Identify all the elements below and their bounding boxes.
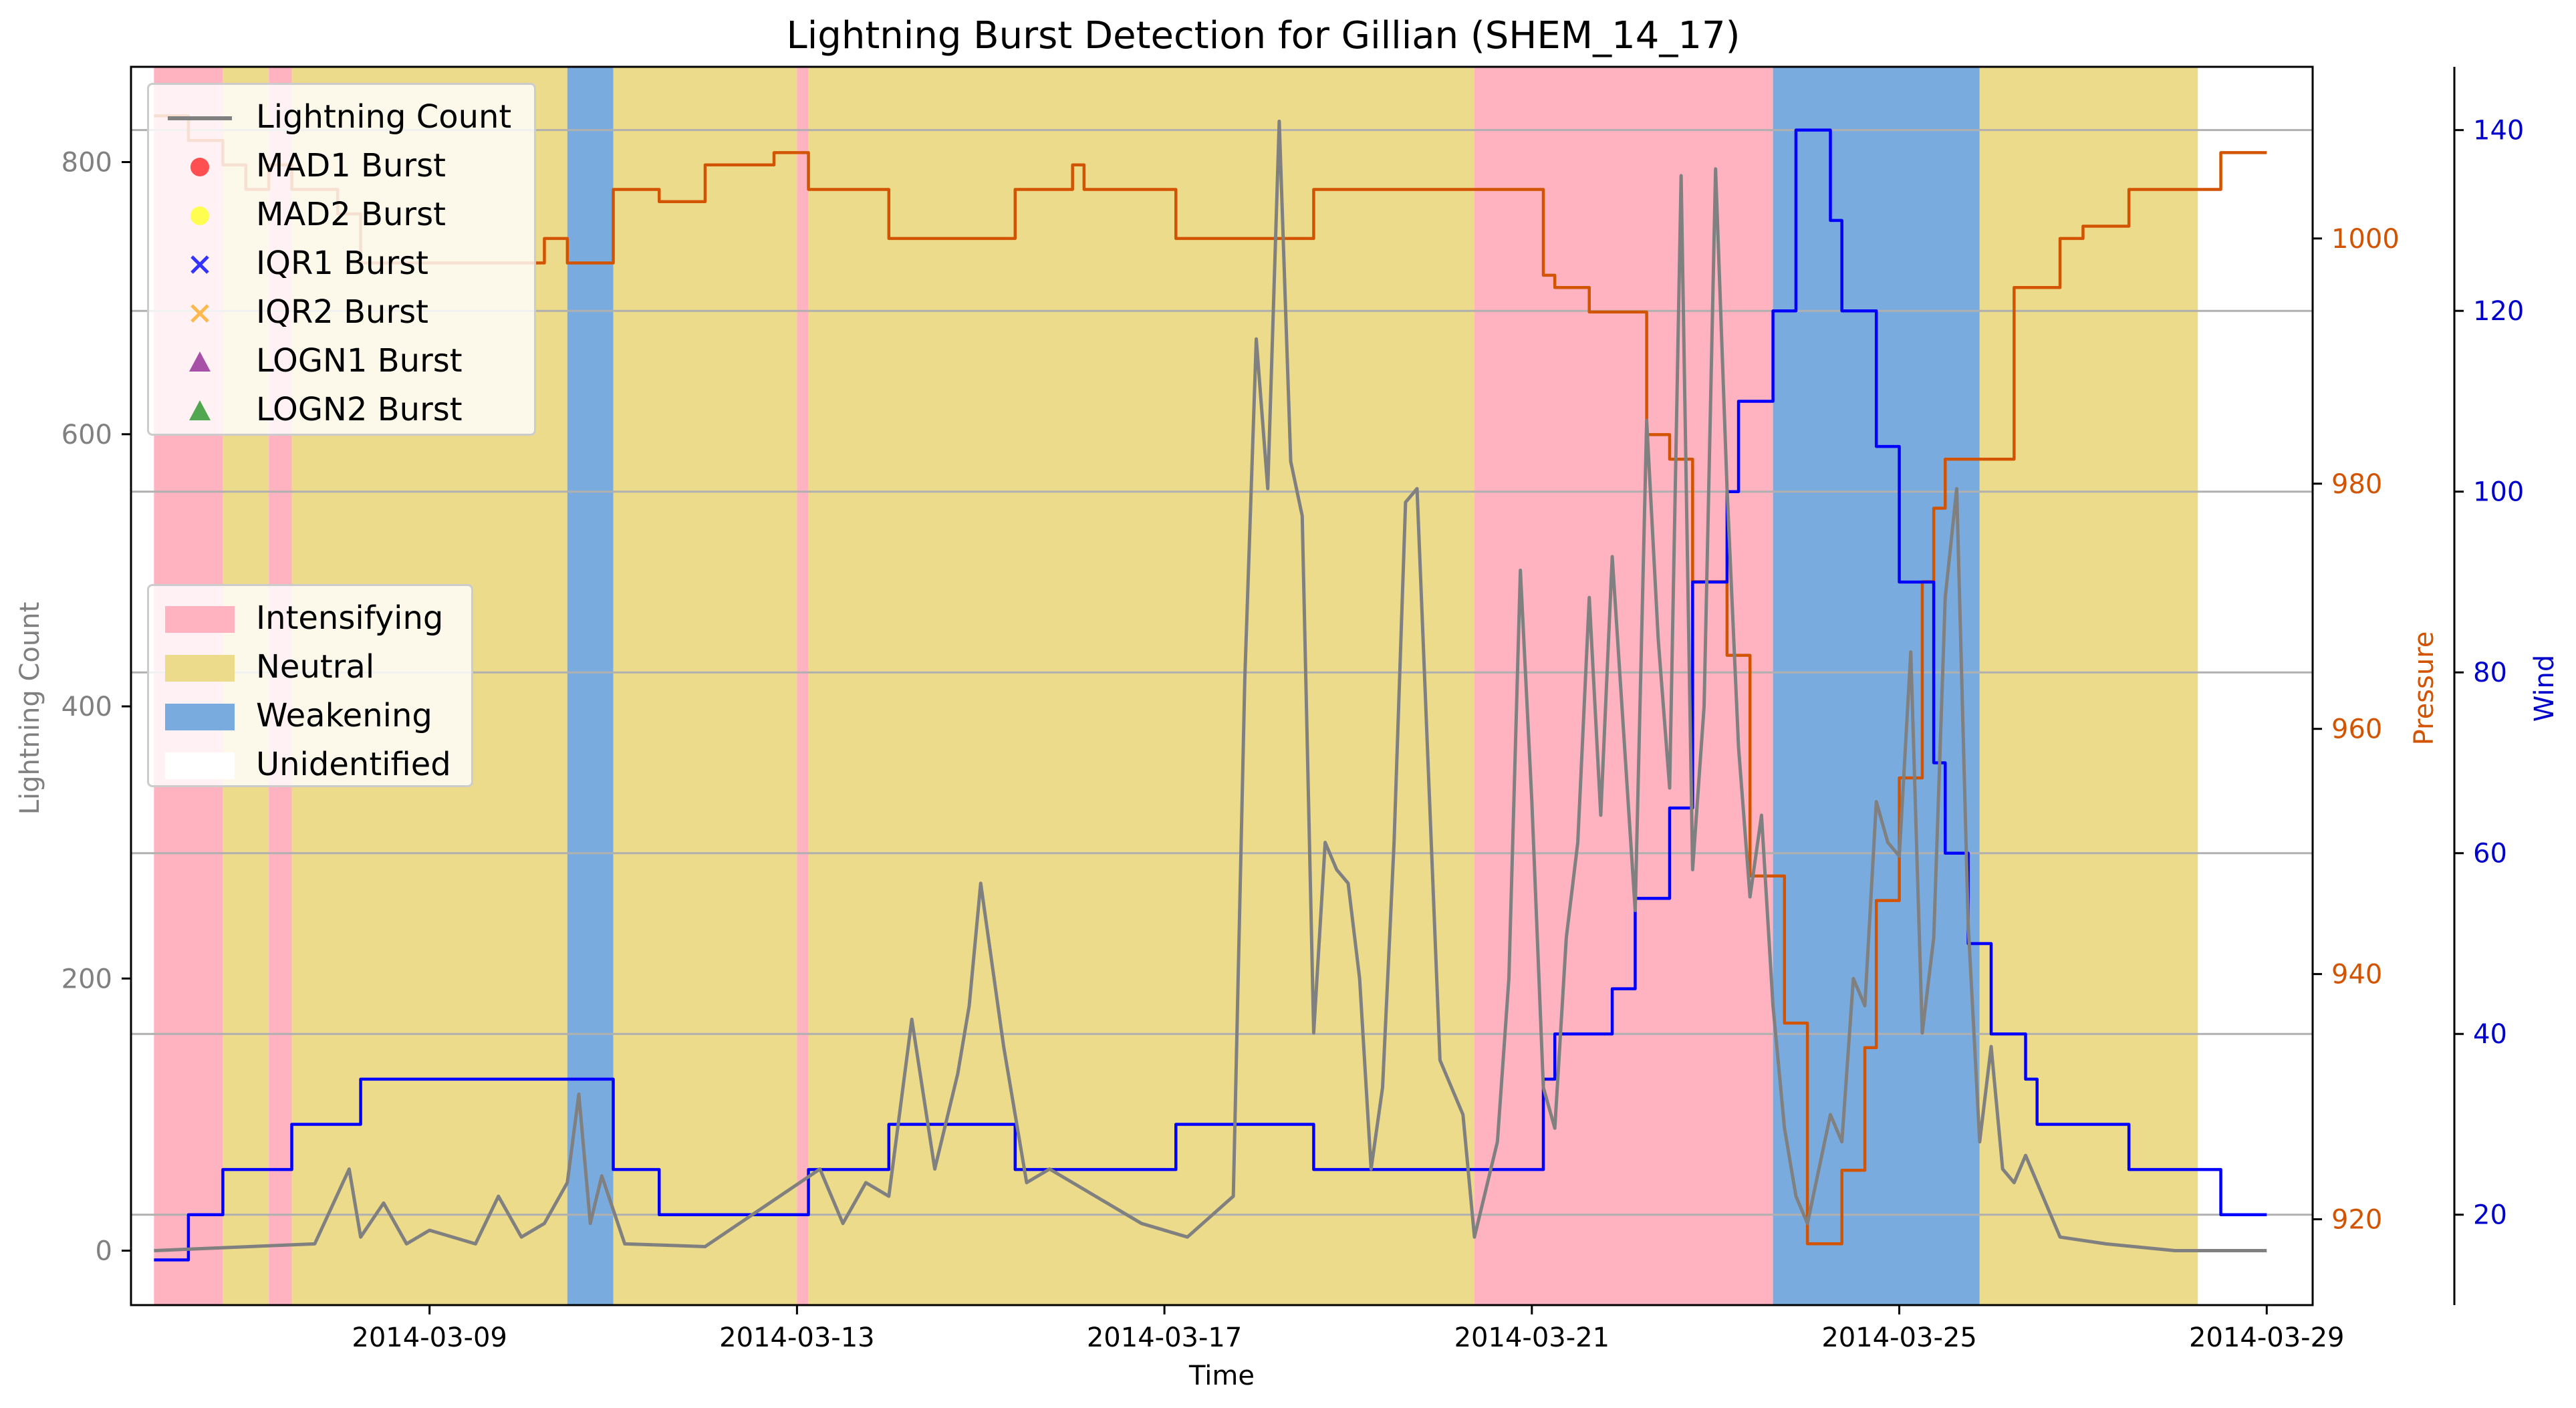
legend-key	[165, 94, 239, 150]
legend-key	[165, 192, 239, 248]
left-tick-label: 200	[61, 964, 112, 994]
legend-label: Lightning Count	[256, 98, 512, 136]
legend-key	[165, 704, 235, 730]
wind-tick-label: 20	[2473, 1200, 2507, 1231]
legend-label: Weakening	[256, 697, 432, 734]
legend-entry: Lightning Count	[149, 94, 534, 142]
legend-entry: Weakening	[149, 693, 471, 741]
phase-band-intensifying	[797, 67, 809, 1305]
legend-label: LOGN1 Burst	[256, 342, 463, 380]
phase-band-neutral	[1979, 67, 2198, 1305]
plot-frame	[130, 65, 2314, 1306]
x-tick-label: 2014-03-25	[1821, 1322, 1976, 1353]
chart-title: Lightning Burst Detection for Gillian (S…	[787, 14, 1741, 57]
legend-label: MAD2 Burst	[256, 196, 446, 233]
legend-entry: Unidentified	[149, 742, 471, 790]
phase-band-weakening	[567, 67, 614, 1305]
legend-entry: IQR1 Burst	[149, 241, 534, 289]
legend-key	[165, 606, 235, 633]
legend-key	[165, 143, 239, 199]
pressure-tick-label: 960	[2331, 714, 2382, 745]
legend-entry: MAD2 Burst	[149, 192, 534, 240]
pressure-tick-label: 920	[2331, 1205, 2382, 1236]
left-tick-label: 600	[61, 420, 112, 450]
legend-phases: Intensifying Neutral Weakening Unidentified	[147, 584, 473, 787]
legend-entry: MAD1 Burst	[149, 143, 534, 191]
series-lightning-count	[154, 119, 2267, 1253]
legend-entry: Intensifying	[149, 595, 471, 644]
legend-key	[165, 241, 239, 297]
wind-tick-label: 40	[2473, 1019, 2507, 1050]
wind-tick-label: 100	[2473, 477, 2524, 508]
x-tick-label: 2014-03-21	[1454, 1322, 1609, 1353]
wind-tick-label: 140	[2473, 116, 2524, 146]
legend-label: Unidentified	[256, 746, 451, 783]
pressure-tick-label: 940	[2331, 960, 2382, 990]
legend-entry: IQR2 Burst	[149, 289, 534, 337]
left-tick-label: 400	[61, 692, 112, 722]
wind-tick-label: 60	[2473, 839, 2507, 869]
left-axis-label: Lightning Count	[15, 602, 45, 815]
axes: 2014-03-09 2014-03-13 2014-03-17 2014-03-21…	[61, 65, 2524, 1353]
legend-bursts: Lightning Count MAD1 Burst MAD2 Burst IQR1 …	[147, 83, 536, 436]
legend-key	[165, 387, 239, 443]
legend-label: Neutral	[256, 648, 375, 686]
legend-entry: LOGN2 Burst	[149, 387, 534, 435]
wind-axis-label: Wind	[2529, 655, 2560, 722]
legend-label: LOGN2 Burst	[256, 391, 463, 428]
legend-entry: Neutral	[149, 644, 471, 692]
x-tick-label: 2014-03-09	[352, 1322, 507, 1353]
legend-key	[165, 289, 239, 345]
pressure-tick-label: 980	[2331, 469, 2382, 500]
phase-band-neutral	[613, 67, 797, 1305]
wind-tick-label: 80	[2473, 658, 2507, 688]
legend-label: IQR2 Burst	[256, 293, 428, 331]
pressure-tick-label: 1000	[2331, 224, 2400, 255]
phase-band-intensifying	[1474, 67, 1773, 1305]
legend-label: IQR1 Burst	[256, 245, 428, 282]
legend-key	[165, 338, 239, 394]
legend-entry: LOGN1 Burst	[149, 338, 534, 386]
x-tick-label: 2014-03-17	[1087, 1322, 1242, 1353]
x-tick-label: 2014-03-29	[2189, 1322, 2344, 1353]
legend-label: Intensifying	[256, 599, 444, 637]
left-tick-label: 800	[61, 148, 112, 178]
phase-band-neutral	[808, 67, 1474, 1305]
x-tick-label: 2014-03-13	[719, 1322, 874, 1353]
pressure-axis-label: Pressure	[2409, 631, 2440, 746]
legend-label: MAD1 Burst	[256, 147, 446, 184]
legend-key	[165, 752, 235, 779]
left-tick-label: 0	[96, 1236, 112, 1267]
x-axis-label: Time	[1188, 1361, 1255, 1391]
legend-key	[165, 655, 235, 682]
wind-tick-label: 120	[2473, 296, 2524, 327]
